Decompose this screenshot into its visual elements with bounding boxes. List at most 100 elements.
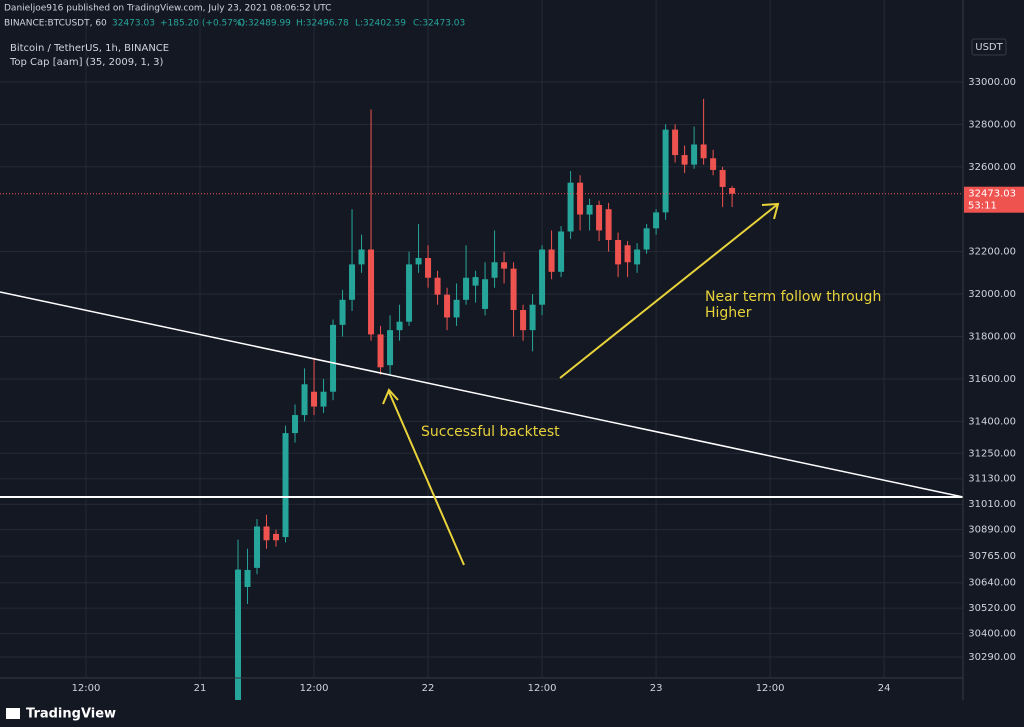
y-tick-label: 30400.00 — [968, 629, 1016, 640]
candle-body — [529, 304, 536, 331]
candle-body — [396, 321, 403, 331]
x-tick-label: 24 — [878, 683, 891, 694]
candle-body — [406, 264, 413, 322]
y-tick-label: 30520.00 — [968, 603, 1016, 614]
author: Danieljoe916 published on TradingView.co… — [4, 4, 331, 14]
brand: TradingView — [26, 707, 116, 722]
candle-body — [463, 277, 470, 300]
candle-body — [491, 262, 498, 278]
footer — [0, 700, 1024, 727]
candle-body — [700, 144, 707, 159]
candle-body — [681, 155, 688, 165]
y-tick-label: 30640.00 — [968, 578, 1016, 589]
x-tick-label: 12:00 — [72, 683, 101, 694]
currency-box — [971, 38, 1007, 56]
grid — [0, 0, 963, 678]
candle-body — [254, 526, 261, 568]
x-tick-label: 12:00 — [756, 683, 785, 694]
axes: 33000.00 32800.00 32600.00 32200.00 32000.00… — [0, 77, 1024, 694]
candle-body — [330, 324, 337, 392]
candle-body — [719, 169, 726, 187]
candle-body — [444, 294, 451, 318]
y-tick-label: 31600.00 — [968, 374, 1016, 385]
indicator: Top Cap [aam] (35, 2009, 1, 3) — [9, 57, 164, 68]
y-tick-label: 31800.00 — [968, 332, 1016, 343]
candle-body — [292, 415, 299, 434]
arrow-head — [382, 388, 399, 405]
candle-body — [567, 182, 574, 232]
candle-body — [662, 129, 669, 213]
y-tick-label: 32000.00 — [968, 289, 1016, 300]
candle-body — [605, 209, 612, 240]
candle-body — [235, 569, 242, 708]
candle-body — [539, 249, 546, 305]
candle-body — [586, 204, 593, 215]
arrow-head — [761, 202, 780, 220]
y-tick-label: 31010.00 — [968, 499, 1016, 510]
y-tick-label: 31130.00 — [968, 474, 1016, 485]
candle-body — [653, 212, 660, 229]
candle-body — [282, 433, 289, 538]
candle-body — [510, 268, 517, 311]
candle-body — [377, 334, 384, 368]
ohlc: L:32402.59 — [355, 19, 406, 29]
pair: Bitcoin / TetherUS, 1h, BINANCE — [10, 43, 169, 54]
countdown: 53:11 — [968, 201, 997, 212]
annotation: Higher — [705, 305, 752, 321]
annotation: Successful backtest — [421, 424, 560, 440]
x-tick-label: 21 — [194, 683, 207, 694]
symbol: BINANCE:BTCUSDT, 60 — [4, 19, 107, 29]
candle-body — [368, 249, 375, 335]
candle-body — [729, 187, 736, 194]
x-tick-label: 12:00 — [528, 683, 557, 694]
y-tick-label: 33000.00 — [968, 77, 1016, 88]
candle-body — [615, 239, 622, 265]
candle-body — [577, 182, 584, 215]
candle-body — [672, 129, 679, 156]
ohlc: O:32489.99 — [238, 19, 291, 29]
arrow — [559, 203, 779, 379]
change: +185.20 (+0.57%) — [160, 19, 245, 29]
trendline — [0, 291, 964, 498]
candle-body — [691, 144, 698, 165]
candle-body — [244, 569, 251, 587]
arrow — [388, 391, 465, 566]
candle-body — [710, 158, 717, 170]
candle-body — [501, 262, 508, 269]
y-tick-label: 31400.00 — [968, 416, 1016, 427]
candle-body — [339, 299, 346, 325]
candle-body — [387, 330, 394, 366]
candle-body — [425, 258, 432, 278]
candle-body — [415, 258, 422, 265]
y-tick-label: 32800.00 — [968, 119, 1016, 130]
y-tick-label: 31250.00 — [968, 448, 1016, 459]
candle-body — [453, 299, 460, 318]
candle-body — [358, 249, 365, 265]
annotation: Near term follow through — [705, 289, 881, 305]
candle-body — [263, 526, 270, 541]
ohlc: C:32473.03 — [413, 19, 465, 29]
last-price-box — [964, 186, 1024, 213]
candle-body — [558, 231, 565, 272]
candle-body — [520, 310, 527, 331]
candle-body — [349, 264, 356, 300]
candle-body — [634, 249, 641, 265]
ohlc: H:32496.78 — [296, 19, 349, 29]
candle-body — [320, 391, 327, 407]
candle-body — [301, 384, 308, 416]
x-tick-label: 22 — [422, 683, 435, 694]
price-axis — [963, 0, 1024, 700]
candle-body — [548, 249, 555, 272]
candle-body — [643, 228, 650, 250]
last-price-label: 32473.03 — [968, 189, 1016, 200]
y-tick-label: 30765.00 — [968, 551, 1016, 562]
candle-body — [311, 391, 318, 407]
candle-body — [624, 245, 631, 263]
x-tick-label: 23 — [650, 683, 663, 694]
candle-body — [482, 279, 489, 309]
candle-body — [434, 277, 441, 295]
candles — [235, 98, 736, 719]
y-tick-label: 30290.00 — [968, 652, 1016, 663]
